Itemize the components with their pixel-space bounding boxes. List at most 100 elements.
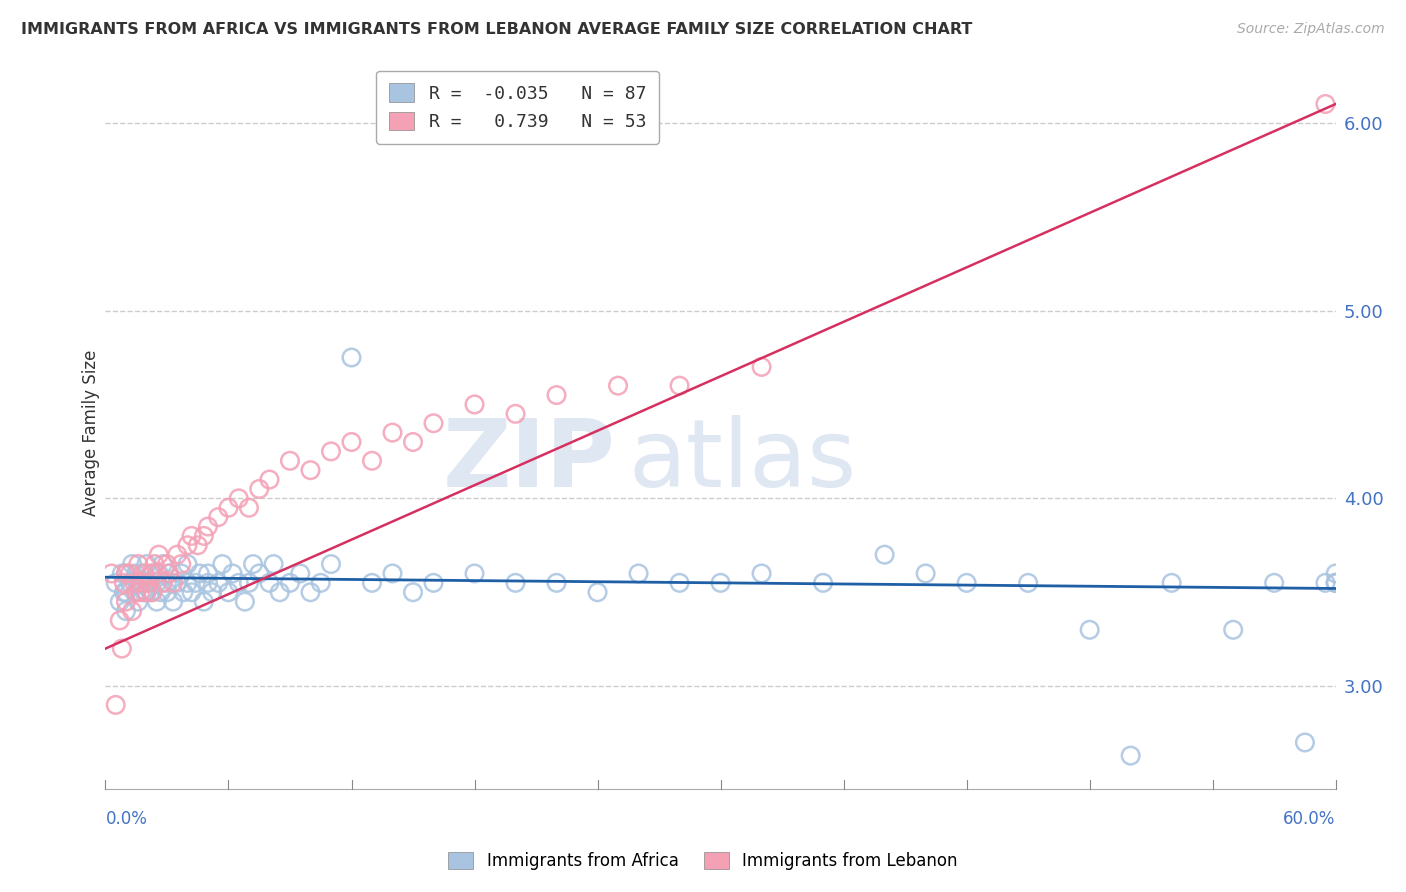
Point (319, 557, 342, 571)
Point (361, 575, 384, 590)
Legend: Immigrants from Africa, Immigrants from Lebanon: Immigrants from Africa, Immigrants from … (441, 845, 965, 877)
Point (668, 575, 690, 590)
Point (131, 575, 153, 590)
Point (152, 557, 174, 571)
Point (193, 594, 215, 608)
Point (247, 566, 270, 581)
Point (122, 575, 145, 590)
Text: ZIP: ZIP (443, 415, 616, 508)
Point (145, 566, 167, 581)
Point (505, 575, 527, 590)
Point (1119, 748, 1142, 763)
Point (120, 575, 141, 590)
Point (115, 604, 138, 618)
Point (111, 566, 134, 581)
Point (156, 557, 179, 571)
Point (873, 548, 896, 562)
Point (309, 575, 332, 590)
Point (100, 566, 122, 581)
Point (115, 566, 138, 581)
Point (218, 585, 240, 599)
Point (751, 566, 773, 581)
Point (299, 585, 322, 599)
Point (259, 575, 281, 590)
Point (104, 575, 127, 590)
Point (121, 604, 143, 618)
Point (207, 510, 229, 524)
Point (129, 585, 152, 599)
Point (176, 575, 198, 590)
Point (422, 416, 444, 430)
Point (148, 566, 170, 581)
Point (142, 566, 165, 581)
Point (1160, 575, 1182, 590)
Point (104, 698, 127, 712)
Point (269, 585, 291, 599)
Point (134, 585, 156, 599)
Legend: R =  -0.035   N = 87, R =   0.739   N = 53: R = -0.035 N = 87, R = 0.739 N = 53 (377, 70, 659, 144)
Point (242, 557, 264, 571)
Point (112, 585, 135, 599)
Point (319, 444, 342, 458)
Point (263, 557, 285, 571)
Point (914, 566, 936, 581)
Point (464, 397, 486, 411)
Point (1324, 575, 1347, 590)
Point (157, 566, 180, 581)
Point (120, 566, 141, 581)
Point (180, 529, 202, 543)
Point (402, 435, 425, 450)
Point (381, 566, 404, 581)
Point (176, 538, 198, 552)
Point (134, 566, 156, 581)
Point (166, 575, 188, 590)
Point (1324, 566, 1347, 581)
Point (131, 566, 153, 581)
Point (627, 566, 650, 581)
Point (125, 585, 148, 599)
Point (586, 585, 609, 599)
Point (233, 594, 256, 608)
Point (340, 435, 363, 450)
Point (149, 585, 172, 599)
Point (135, 557, 157, 571)
Point (111, 641, 134, 656)
Point (176, 557, 198, 571)
Point (1324, 575, 1347, 590)
Point (197, 566, 219, 581)
Text: 0.0%: 0.0% (105, 810, 148, 828)
Point (135, 585, 157, 599)
Point (259, 473, 281, 487)
Point (156, 575, 179, 590)
Point (505, 407, 527, 421)
Point (238, 500, 260, 515)
Point (180, 585, 202, 599)
Point (157, 566, 180, 581)
Point (361, 454, 384, 468)
Point (290, 566, 312, 581)
Point (422, 575, 444, 590)
Point (211, 557, 233, 571)
Point (221, 566, 243, 581)
Point (1315, 97, 1337, 112)
Point (381, 425, 404, 440)
Point (108, 594, 131, 608)
Point (170, 566, 193, 581)
Point (127, 594, 149, 608)
Point (156, 585, 179, 599)
Point (1294, 735, 1316, 749)
Point (138, 575, 160, 590)
Point (125, 585, 148, 599)
Point (607, 378, 630, 392)
Point (148, 548, 170, 562)
Point (238, 575, 260, 590)
Point (1078, 623, 1101, 637)
Point (184, 575, 207, 590)
Text: IMMIGRANTS FROM AFRICA VS IMMIGRANTS FROM LEBANON AVERAGE FAMILY SIZE CORRELATIO: IMMIGRANTS FROM AFRICA VS IMMIGRANTS FRO… (21, 22, 973, 37)
Point (170, 557, 193, 571)
Point (115, 594, 138, 608)
Point (166, 548, 188, 562)
Point (1017, 575, 1039, 590)
Point (201, 585, 224, 599)
Point (115, 566, 138, 581)
